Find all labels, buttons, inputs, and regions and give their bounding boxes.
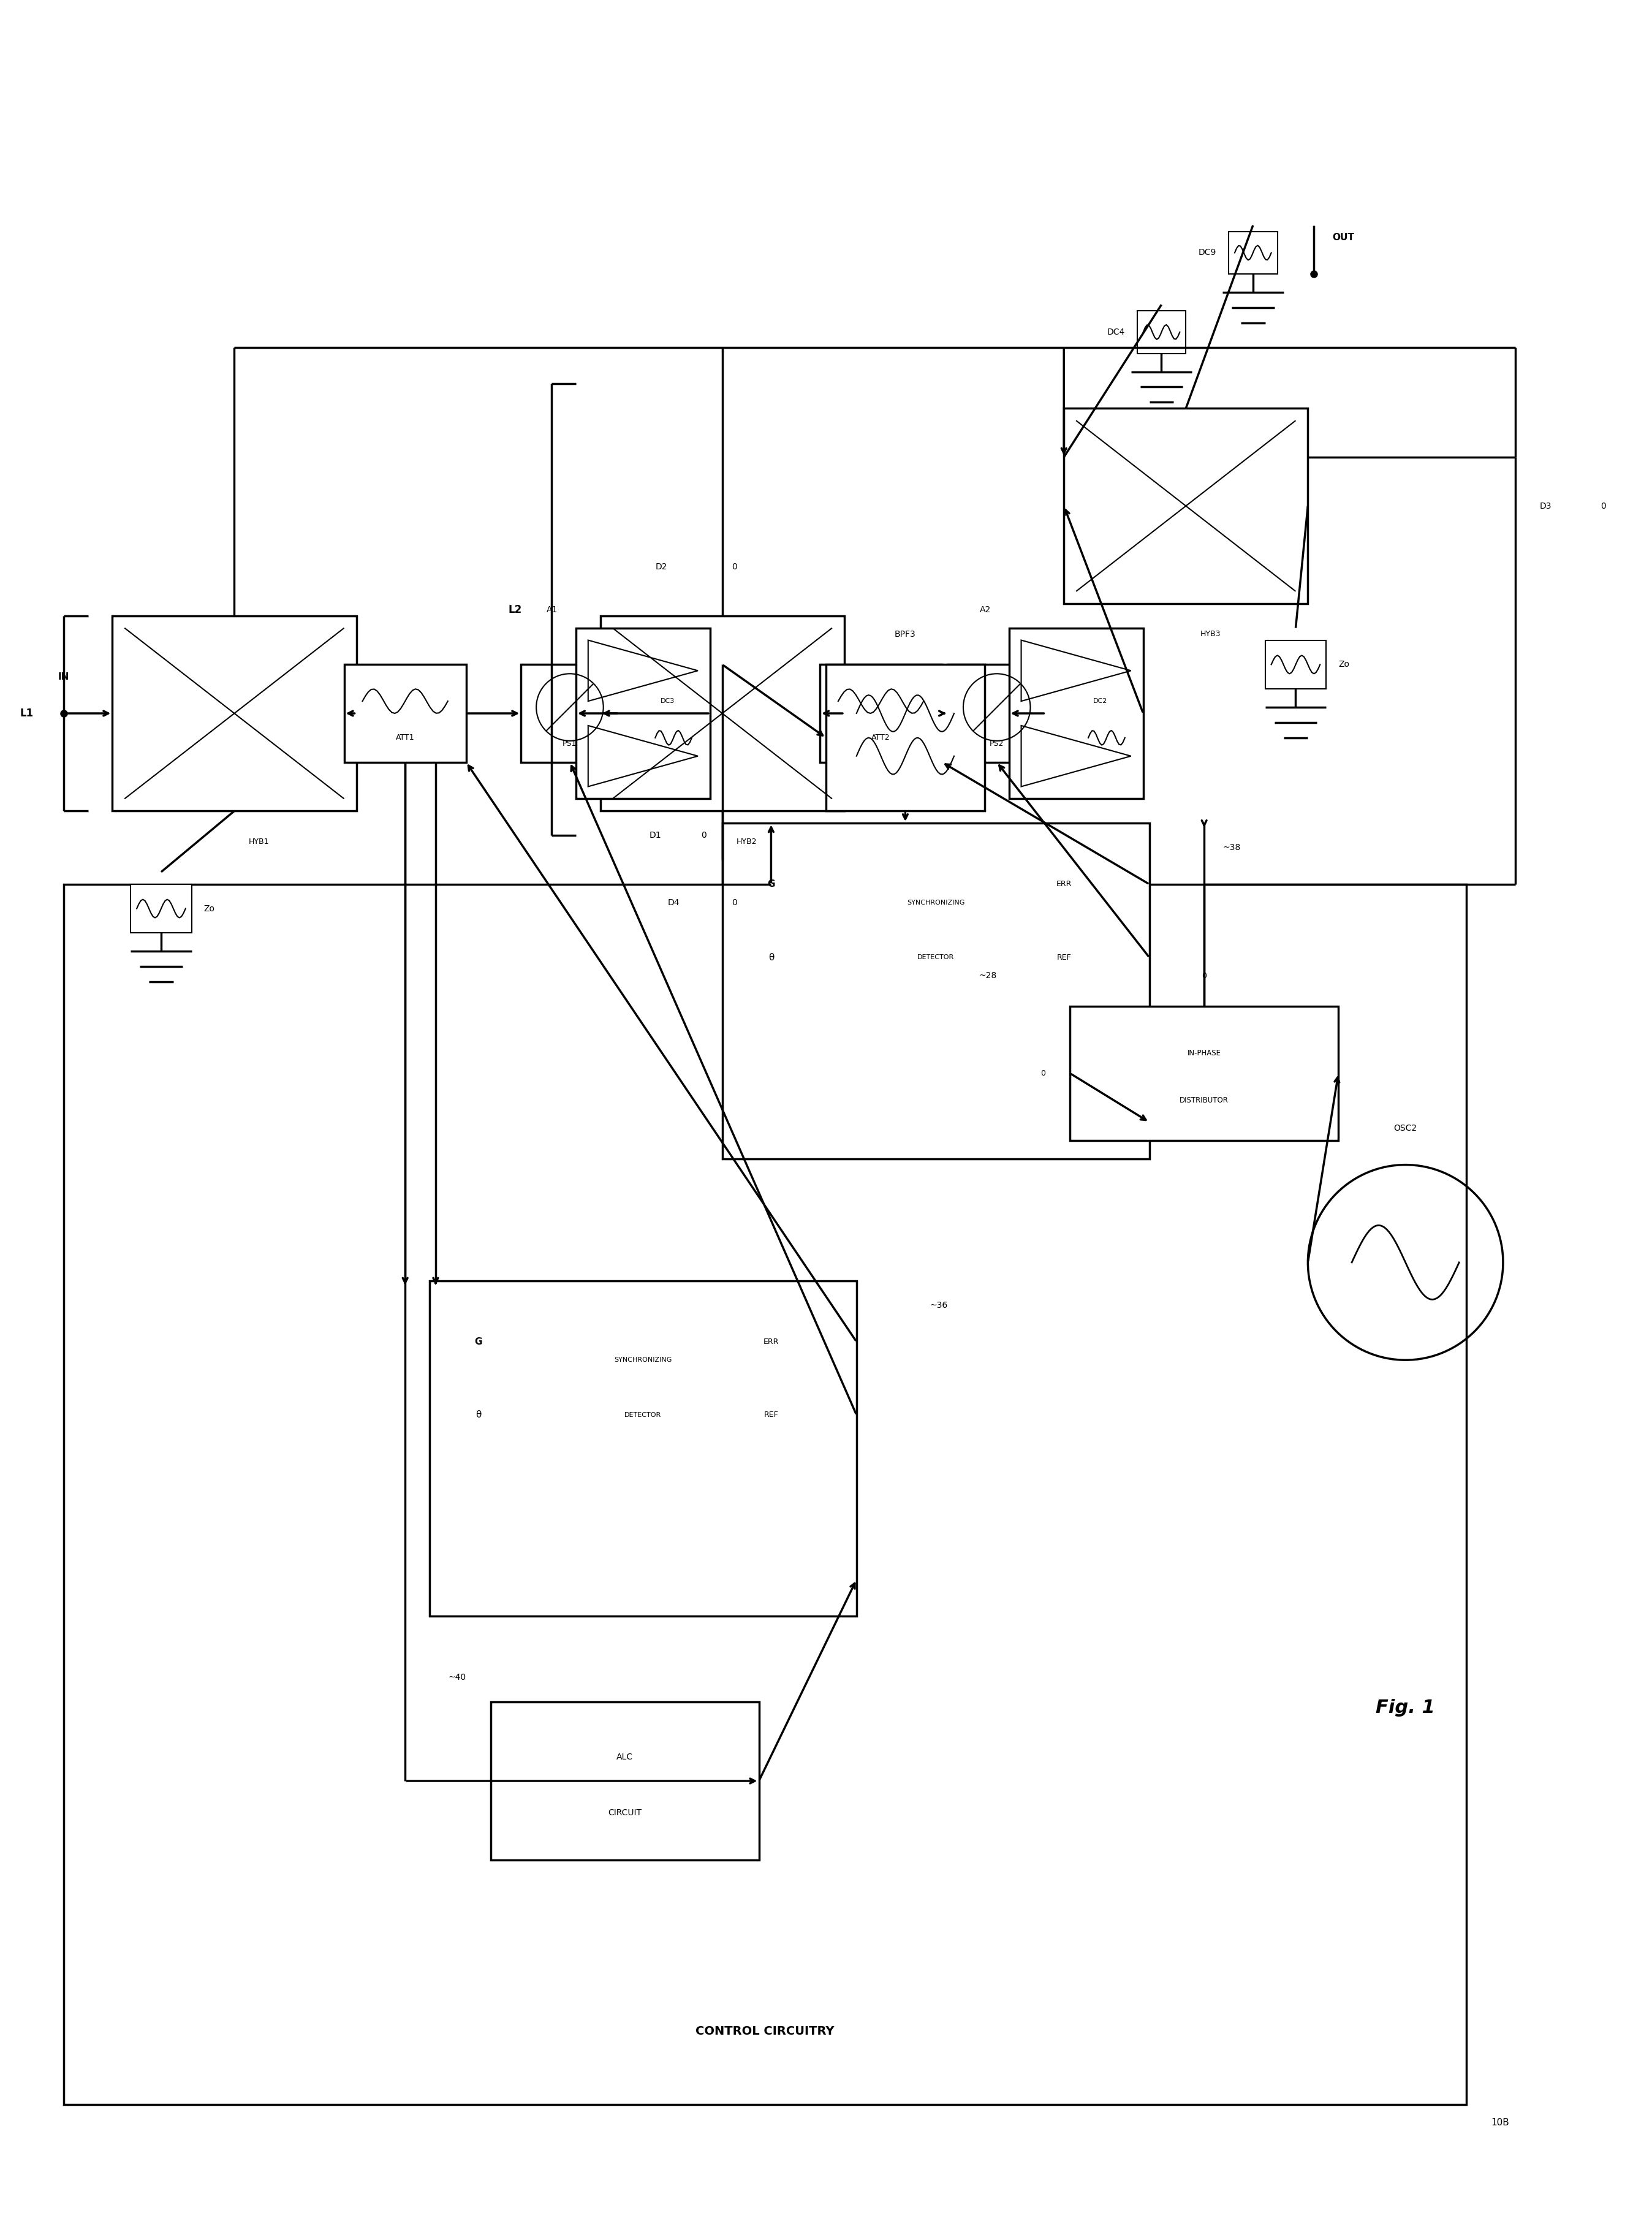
Text: A2: A2 bbox=[980, 605, 991, 614]
Text: Fig. 1: Fig. 1 bbox=[1376, 1699, 1436, 1716]
Bar bbox=[722, 824, 1150, 1158]
Text: DC2: DC2 bbox=[1094, 699, 1107, 705]
Text: 0: 0 bbox=[1601, 502, 1606, 511]
Bar bbox=[1265, 641, 1327, 690]
Text: D4: D4 bbox=[667, 897, 679, 906]
Bar bbox=[112, 616, 357, 810]
Text: θ: θ bbox=[768, 953, 775, 962]
Text: G: G bbox=[474, 1337, 482, 1346]
Text: ~38: ~38 bbox=[1222, 844, 1241, 853]
Bar bbox=[819, 665, 942, 761]
Text: HYB2: HYB2 bbox=[737, 837, 757, 846]
Text: ERR: ERR bbox=[763, 1337, 778, 1346]
Text: DETECTOR: DETECTOR bbox=[624, 1413, 661, 1417]
Text: ATT2: ATT2 bbox=[872, 734, 890, 741]
Text: PS1: PS1 bbox=[563, 739, 577, 748]
Text: G: G bbox=[767, 879, 775, 888]
Text: DC3: DC3 bbox=[661, 699, 674, 705]
Bar bbox=[1229, 232, 1277, 275]
Text: IN-PHASE: IN-PHASE bbox=[1188, 1049, 1221, 1058]
Bar bbox=[430, 1281, 856, 1616]
Text: D3: D3 bbox=[1540, 502, 1551, 511]
Text: PS2: PS2 bbox=[990, 739, 1004, 748]
Bar bbox=[1009, 627, 1143, 799]
Text: OUT: OUT bbox=[1332, 232, 1355, 241]
Text: 0: 0 bbox=[702, 830, 707, 839]
Bar bbox=[826, 665, 985, 810]
Text: DISTRIBUTOR: DISTRIBUTOR bbox=[1180, 1096, 1229, 1105]
Bar bbox=[577, 627, 710, 799]
Text: DETECTOR: DETECTOR bbox=[917, 955, 955, 960]
Text: 10B: 10B bbox=[1490, 2118, 1508, 2127]
Text: L1: L1 bbox=[20, 708, 33, 719]
Text: ~36: ~36 bbox=[930, 1301, 948, 1310]
Bar bbox=[1064, 408, 1308, 603]
Text: DC9: DC9 bbox=[1198, 248, 1216, 257]
Text: ERR: ERR bbox=[1056, 879, 1072, 888]
Text: D2: D2 bbox=[656, 562, 667, 571]
Text: Zo: Zo bbox=[203, 904, 215, 913]
Text: SYNCHRONIZING: SYNCHRONIZING bbox=[907, 899, 965, 906]
Bar bbox=[520, 665, 618, 761]
Text: 0: 0 bbox=[732, 897, 737, 906]
Text: BPF3: BPF3 bbox=[895, 629, 915, 638]
Text: 0: 0 bbox=[1201, 971, 1206, 980]
Text: L2: L2 bbox=[509, 605, 522, 616]
Text: SYNCHRONIZING: SYNCHRONIZING bbox=[615, 1357, 672, 1364]
Text: θ: θ bbox=[476, 1411, 481, 1420]
Text: HYB1: HYB1 bbox=[248, 837, 269, 846]
Bar bbox=[1070, 1007, 1338, 1141]
Text: ATT1: ATT1 bbox=[396, 734, 415, 741]
Text: IN: IN bbox=[58, 672, 69, 681]
Text: REF: REF bbox=[763, 1411, 778, 1420]
Bar bbox=[131, 884, 192, 933]
Text: ~28: ~28 bbox=[980, 971, 996, 980]
Bar bbox=[344, 665, 466, 761]
Bar bbox=[63, 884, 1467, 2105]
Text: CIRCUIT: CIRCUIT bbox=[608, 1808, 641, 1817]
Text: ALC: ALC bbox=[616, 1752, 633, 1761]
Text: A1: A1 bbox=[547, 605, 558, 614]
Text: 0: 0 bbox=[732, 562, 737, 571]
Text: ~40: ~40 bbox=[448, 1674, 466, 1681]
Bar bbox=[600, 616, 844, 810]
Bar bbox=[1137, 310, 1186, 353]
Bar bbox=[948, 665, 1046, 761]
Text: 0: 0 bbox=[1041, 1069, 1046, 1078]
Text: DC4: DC4 bbox=[1107, 328, 1125, 337]
Text: D1: D1 bbox=[649, 830, 661, 839]
Text: OSC2: OSC2 bbox=[1394, 1125, 1417, 1132]
Text: CONTROL CIRCUITRY: CONTROL CIRCUITRY bbox=[695, 2024, 834, 2038]
Text: HYB3: HYB3 bbox=[1199, 629, 1221, 638]
Text: REF: REF bbox=[1057, 953, 1070, 962]
Text: Zo: Zo bbox=[1338, 661, 1350, 670]
Bar bbox=[491, 1701, 758, 1859]
